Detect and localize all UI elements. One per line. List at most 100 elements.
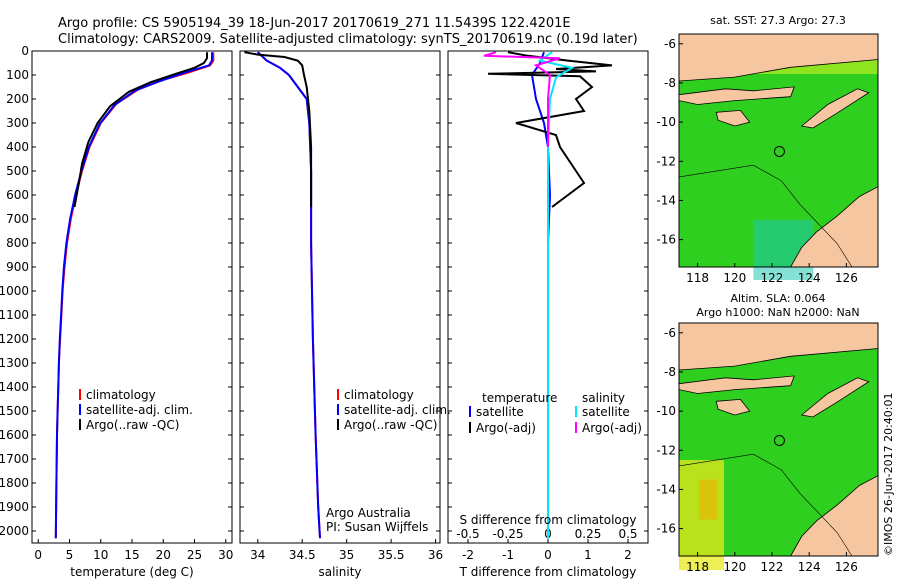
y-tick-label: 1300 [0,356,29,370]
salinity-panel: 34 34.5 35 35.5 36 salinity climatologysatel… [239,50,451,579]
y-tick-label: 1800 [0,476,29,490]
top-x-tick-label: -0.5 [456,527,479,541]
series-line-climatology [54,52,215,539]
map-x-tick-label: 124 [798,271,821,285]
x-tick-label: 20 [156,548,171,562]
y-tick-label: 200 [6,92,29,106]
y-tick-label: 1700 [0,452,29,466]
legend-label-climatology: climatology [344,388,414,402]
map-y-tick-label: -10 [656,404,676,418]
legend-label-satellite: satellite-adj. clim. [86,403,193,417]
altimetry-map-title-1: Altim. SLA: 0.064 [730,292,825,305]
y-tick-label: 1100 [0,308,29,322]
x-tick-label: 30 [218,548,233,562]
x-tick-label: 25 [187,548,202,562]
high-sla-core [699,479,717,520]
land-shape [678,375,795,394]
map-x-tick-label: 124 [798,560,821,574]
map-x-tick-label: 118 [686,271,709,285]
y-tick-label: 2000 [0,524,29,538]
float-position-marker [773,434,785,446]
land-shape [715,109,751,127]
x-tick-label: 5 [66,548,74,562]
x-tick-label: 34 [250,548,265,562]
land-shape [800,88,870,129]
y-tick-label: 1600 [0,428,29,442]
y-tick-label: 900 [6,260,29,274]
map-frame [678,33,879,268]
x-tick-label: 36 [428,548,443,562]
legend-label-satellite: satellite [476,405,524,419]
legend-label-sal-satellite: satellite [582,405,630,419]
difference-top-label: S difference from climatology [460,513,637,527]
legend-title-salinity: salinity [582,391,625,405]
float-position-marker [773,145,785,157]
legend-label-satellite: satellite-adj. clim. [344,403,451,417]
x-tick-label: 35.5 [378,548,405,562]
y-tick-label: 700 [6,212,29,226]
series-line-argo-raw-qc [73,52,208,208]
y-tick-label: 1200 [0,332,29,346]
difference-xlabel: T difference from climatology [459,565,637,579]
map-frame [678,322,879,557]
y-tick-label: 300 [6,116,29,130]
series-line-salinity-argo-adj [483,51,561,147]
map-y-tick-label: -6 [664,326,676,340]
map-x-tick-label: 122 [761,271,784,285]
legend-label-sal-argo: Argo(-adj) [582,421,642,435]
x-tick-label: 15 [124,548,139,562]
x-tick-label: -2 [462,548,474,562]
temperature-panel: 0 5 10 15 20 25 300100200300400500600700800900… [0,44,233,579]
x-tick-label: 34.5 [289,548,316,562]
y-tick-label: 1500 [0,404,29,418]
map-x-tick-label: 118 [686,560,709,574]
legend-label-argo: Argo(..raw -QC) [86,418,179,432]
y-tick-label: 0 [21,44,29,58]
map-x-tick-label: 120 [723,560,746,574]
legend-label-argo: Argo(-adj) [476,421,536,435]
top-x-tick-label: 0.5 [618,527,637,541]
x-tick-label: 1 [584,548,592,562]
map-x-tick-label: 126 [835,560,858,574]
y-tick-label: 800 [6,236,29,250]
temperature-xlabel: temperature (deg C) [70,565,193,579]
land-shape [678,86,795,105]
salinity-xlabel: salinity [318,565,361,579]
bathymetry-contour [678,164,853,268]
map-x-tick-label: 120 [723,271,746,285]
legend-title-temperature: temperature [482,391,557,405]
land-shape [715,398,751,416]
top-x-tick-label: -0.25 [492,527,523,541]
x-tick-label: 0 [34,548,42,562]
x-tick-label: 0 [544,548,552,562]
sst-map-title: sat. SST: 27.3 Argo: 27.3 [710,14,846,27]
header-line-2: Climatology: CARS2009. Satellite-adjuste… [58,32,638,47]
series-line-temperature-argo-adj [487,51,613,208]
map-y-tick-label: -12 [656,154,676,168]
map-y-tick-label: -12 [656,443,676,457]
pi-annotation: PI: Susan Wijffels [326,520,428,534]
altimetry-map-title-2: Argo h1000: NaN h2000: NaN [696,306,859,319]
y-tick-label: 1400 [0,380,29,394]
map-x-tick-label: 126 [835,271,858,285]
y-tick-label: 500 [6,164,29,178]
map-y-tick-label: -8 [664,76,676,90]
series-line-satellite-adj-clim [54,52,213,539]
x-tick-label: -1 [502,548,514,562]
altimetry-map: Altim. SLA: 0.064 Argo h1000: NaN h2000:… [656,292,879,574]
top-x-tick-label: 0.25 [575,527,602,541]
map-y-tick-label: -8 [664,365,676,379]
y-tick-label: 600 [6,188,29,202]
legend-label-climatology: climatology [86,388,156,402]
y-tick-label: 1900 [0,500,29,514]
imos-credit: ©IMOS 26-Jun-2017 20:40:01 [882,392,895,556]
series-line-argo-raw-qc [244,51,313,207]
land-shape [800,377,870,418]
x-tick-label: 2 [624,548,632,562]
map-y-tick-label: -14 [656,482,676,496]
map-y-tick-label: -16 [656,233,676,247]
bathymetry-contour [678,453,853,557]
map-y-tick-label: -14 [656,193,676,207]
